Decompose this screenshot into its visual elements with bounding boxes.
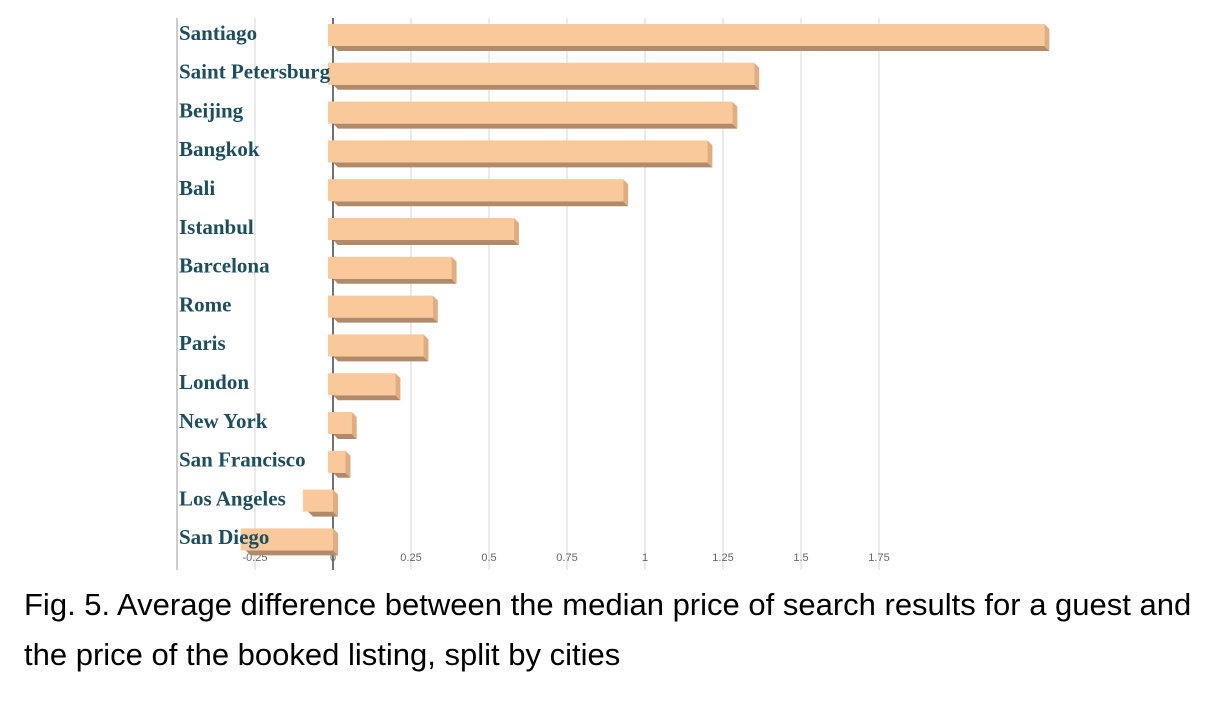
x-tick-label: 1.5 (793, 552, 808, 564)
y-tick-label: Saint Petersburg (179, 60, 331, 84)
chart: -0.25 0 0.25 0.5 0.75 1 1.25 1.5 1.75SantiagoSai… (176, 18, 1050, 570)
bar-shade (333, 472, 351, 478)
bar (328, 450, 346, 473)
bar-shade (333, 240, 519, 245)
y-tick-label: San Francisco (179, 448, 306, 472)
bar (328, 140, 708, 163)
bar-shade (333, 278, 457, 284)
y-tick-label: Rome (179, 292, 231, 316)
bar (328, 334, 424, 357)
bar-shade (333, 434, 357, 439)
bar-side (1044, 24, 1050, 51)
bar-side (451, 256, 457, 284)
bar-side (395, 373, 401, 401)
bar-side (754, 62, 760, 90)
bar-shade (333, 46, 1050, 51)
y-tick-label: Barcelona (179, 254, 270, 278)
bar (328, 295, 433, 318)
y-tick-label: London (179, 370, 249, 394)
bar (303, 489, 333, 512)
y-tick-label: Bali (179, 176, 215, 200)
x-tick-label: 1 (642, 552, 648, 564)
caption: Fig. 5. Average difference between the m… (24, 587, 1192, 672)
x-tick-label: 0.5 (481, 552, 496, 564)
bar-side (423, 334, 429, 362)
bar (328, 101, 733, 124)
bar-shade (333, 201, 629, 207)
bar-shade (333, 395, 401, 401)
bar-side (345, 450, 351, 478)
x-tick-label: 0.75 (556, 552, 577, 564)
bar-side (351, 412, 357, 439)
bar (328, 256, 452, 279)
bar (328, 62, 755, 85)
x-tick-label: 1.25 (712, 552, 733, 564)
y-tick-label: New York (179, 409, 268, 433)
bar-shade (333, 123, 738, 129)
bar-side (732, 101, 738, 129)
bar-side (707, 140, 713, 168)
bar-side (623, 179, 629, 207)
bar-shade (333, 317, 438, 323)
bar (240, 528, 333, 551)
bar-shade (333, 356, 429, 362)
bar (328, 412, 352, 434)
x-tick-label: 1.75 (868, 552, 889, 564)
bar-side (513, 218, 519, 245)
bar-side (333, 528, 338, 556)
bar-shade (333, 84, 760, 90)
bar-shade (308, 511, 338, 517)
bar (328, 218, 514, 240)
bar (328, 373, 396, 396)
y-tick-label: Paris (179, 331, 226, 355)
x-tick-label: 0 (330, 552, 336, 564)
y-tick-label: Los Angeles (179, 486, 286, 510)
y-tick-label: Istanbul (179, 215, 254, 239)
bar (328, 179, 624, 202)
bar (328, 24, 1045, 46)
y-tick-label: Beijing (179, 98, 244, 122)
bar-side (432, 295, 438, 323)
bar-side (333, 489, 338, 517)
y-tick-label: San Diego (179, 525, 269, 549)
y-tick-label: Bangkok (179, 137, 260, 161)
x-tick-label: 0.25 (400, 552, 421, 564)
y-tick-label: Santiago (179, 21, 257, 45)
bar-shade (245, 550, 338, 556)
bar-shade (333, 162, 713, 168)
